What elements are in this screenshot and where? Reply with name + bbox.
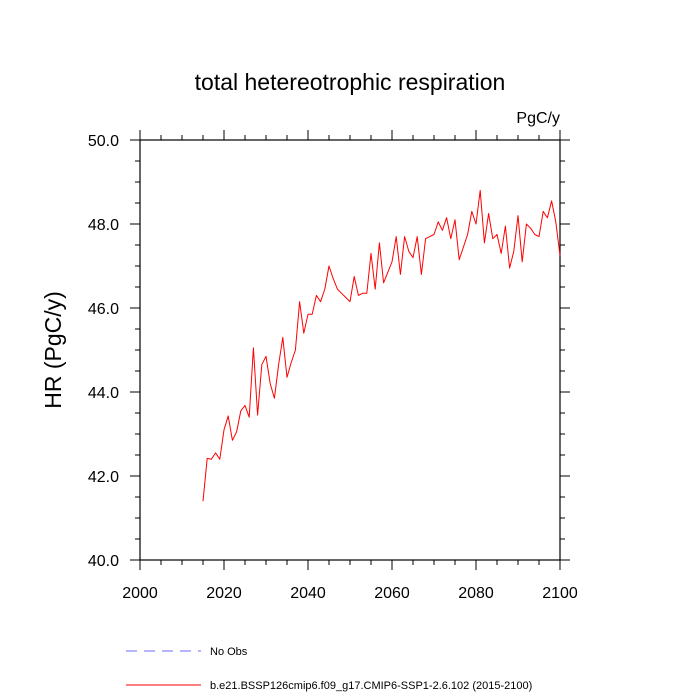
y-tick-label: 46.0	[88, 301, 119, 318]
units-label: PgC/y	[516, 110, 560, 127]
axis-ticks	[130, 130, 570, 570]
series-layer	[202, 189, 561, 502]
x-tick-label: 2100	[542, 585, 578, 602]
chart-title: total hetereotrophic respiration	[195, 69, 506, 95]
series-line	[202, 189, 561, 502]
x-tick-label: 2020	[206, 585, 242, 602]
x-tick-label: 2060	[374, 585, 410, 602]
y-tick-label: 42.0	[88, 469, 119, 486]
x-tick-label: 2080	[458, 585, 494, 602]
legend-label-no-obs: No Obs	[210, 646, 248, 658]
y-tick-label: 40.0	[88, 553, 119, 570]
legend-label-model-run: b.e21.BSSP126cmip6.f09_g17.CMIP6-SSP1-2.…	[210, 680, 532, 692]
y-tick-label: 48.0	[88, 217, 119, 234]
axis-tick-labels: 2000 2020 2040 2060 2080 2100 40.0 42.0 44.0 46.0…	[88, 133, 578, 602]
y-axis-label: HR (PgC/y)	[40, 291, 66, 409]
y-tick-label: 44.0	[88, 385, 119, 402]
x-tick-label: 2040	[290, 585, 326, 602]
x-tick-label: 2000	[122, 585, 158, 602]
y-tick-label: 50.0	[88, 133, 119, 150]
legend: No Obs b.e21.BSSP126cmip6.f09_g17.CMIP6-…	[126, 646, 532, 692]
